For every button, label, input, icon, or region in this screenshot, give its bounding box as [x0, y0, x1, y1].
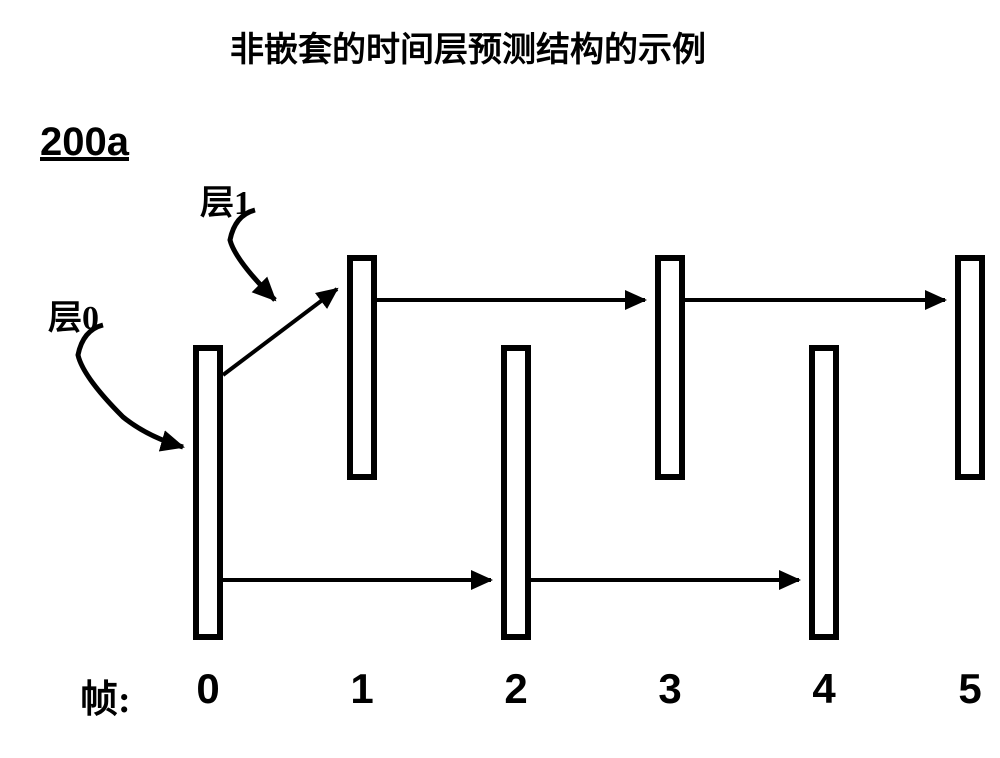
layer1-label: 层1 — [200, 175, 251, 224]
frame-bar-1 — [347, 255, 377, 480]
diagram-canvas: 非嵌套的时间层预测结构的示例 200a 层1 层0 帧: 0 1 2 3 4 5 — [0, 0, 1000, 758]
frame-tick-2: 2 — [501, 665, 531, 713]
frame-tick-0: 0 — [193, 665, 223, 713]
frame-tick-1: 1 — [347, 665, 377, 713]
frame-bar-4 — [809, 345, 839, 640]
diagram-title: 非嵌套的时间层预测结构的示例 — [230, 22, 706, 71]
arrow-0 — [223, 289, 337, 375]
frame-tick-3: 3 — [655, 665, 685, 713]
callout-arrow-1 — [78, 325, 183, 447]
frame-bar-0 — [193, 345, 223, 640]
x-axis-label: 帧: — [80, 668, 131, 723]
frame-tick-5: 5 — [955, 665, 985, 713]
figure-number: 200a — [40, 120, 129, 165]
frame-bar-5 — [955, 255, 985, 480]
layer0-label: 层0 — [48, 290, 99, 339]
arrows-overlay — [0, 0, 1000, 758]
frame-bar-3 — [655, 255, 685, 480]
frame-bar-2 — [501, 345, 531, 640]
frame-tick-4: 4 — [809, 665, 839, 713]
